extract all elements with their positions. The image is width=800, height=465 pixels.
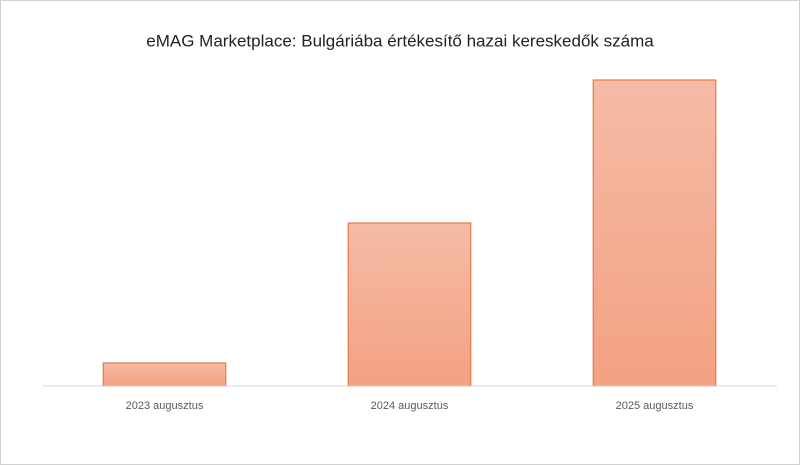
- x-tick-label: 2024 augusztus: [371, 400, 449, 412]
- chart-title: eMAG Marketplace: Bulgáriába értékesítő …: [146, 31, 654, 50]
- x-tick-label: 2025 augusztus: [616, 400, 694, 412]
- x-tick-label: 2023 augusztus: [126, 400, 204, 412]
- bar: [102, 362, 227, 387]
- bar: [347, 222, 472, 387]
- bar: [592, 79, 717, 387]
